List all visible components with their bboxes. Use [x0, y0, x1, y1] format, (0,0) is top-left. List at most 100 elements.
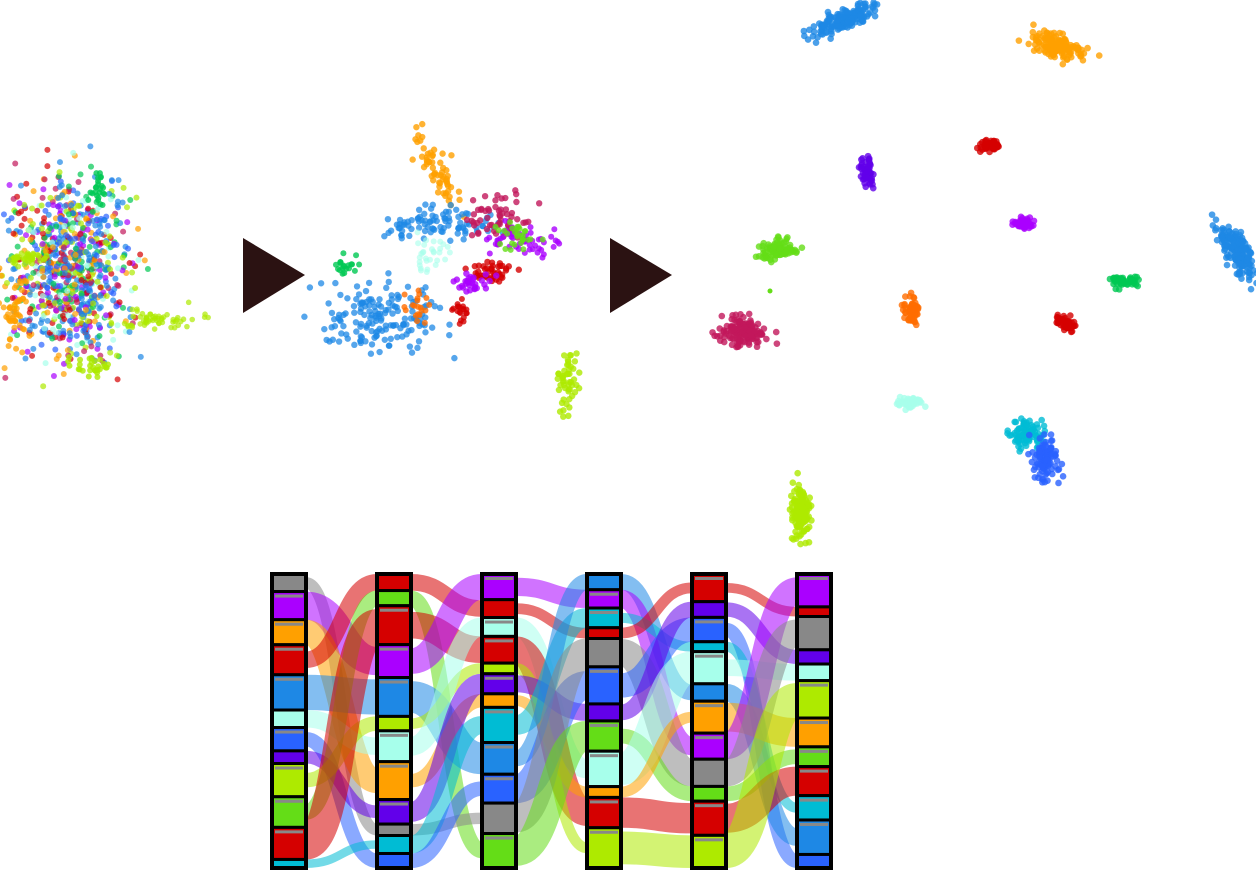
point	[84, 262, 91, 269]
point	[408, 217, 415, 224]
point	[42, 248, 49, 255]
point	[721, 333, 728, 341]
point	[450, 278, 457, 285]
point	[795, 481, 803, 489]
point	[488, 259, 496, 266]
point	[19, 349, 26, 356]
point	[16, 296, 23, 303]
point	[69, 220, 76, 227]
point	[500, 234, 507, 241]
point	[0, 272, 5, 279]
point	[101, 249, 108, 256]
point	[57, 282, 64, 289]
column-stripe	[695, 577, 723, 580]
point	[130, 313, 137, 320]
point	[856, 11, 864, 19]
point	[1015, 437, 1023, 444]
point	[901, 300, 908, 308]
point	[97, 356, 104, 363]
point	[365, 319, 373, 327]
point	[57, 292, 64, 299]
point	[1043, 43, 1051, 51]
point	[73, 351, 80, 358]
point	[357, 320, 365, 328]
point	[65, 276, 72, 283]
point	[1, 365, 8, 372]
point	[716, 325, 724, 332]
point	[51, 313, 58, 320]
column-stripe	[695, 804, 723, 808]
point	[30, 345, 37, 352]
point	[35, 252, 42, 259]
point	[415, 338, 423, 345]
point	[1243, 256, 1250, 264]
point	[174, 314, 181, 321]
point	[66, 330, 73, 337]
column-segment	[795, 745, 833, 769]
point	[1232, 228, 1239, 235]
point	[71, 281, 78, 288]
point	[93, 252, 100, 259]
point	[10, 259, 17, 266]
point	[865, 10, 872, 18]
ribbon	[410, 573, 483, 617]
point	[418, 153, 426, 160]
point	[368, 311, 375, 319]
point	[32, 292, 39, 299]
column-segment	[795, 662, 833, 683]
point	[745, 339, 752, 346]
point	[843, 9, 851, 16]
point	[427, 205, 435, 212]
point	[110, 336, 117, 343]
column-segment	[375, 714, 413, 733]
point	[496, 211, 503, 219]
point	[734, 316, 741, 323]
point	[911, 318, 919, 326]
point	[65, 312, 72, 319]
point	[1051, 450, 1059, 458]
point	[514, 223, 521, 230]
point	[834, 20, 841, 28]
point	[404, 283, 412, 290]
point	[119, 267, 126, 274]
point	[1059, 473, 1067, 480]
point	[495, 278, 503, 285]
point	[416, 291, 423, 298]
point	[355, 291, 363, 298]
ribbon	[304, 573, 379, 669]
point	[127, 196, 134, 203]
ribbon	[617, 651, 696, 785]
point	[340, 250, 347, 257]
point	[171, 324, 178, 331]
point	[125, 245, 132, 252]
point	[502, 246, 509, 253]
point	[502, 194, 509, 202]
point	[38, 319, 45, 326]
point	[1030, 21, 1037, 28]
column-stripe	[380, 733, 408, 737]
point	[418, 250, 425, 257]
point	[125, 322, 131, 329]
point	[39, 241, 46, 248]
point	[15, 210, 22, 217]
point	[120, 228, 127, 235]
column-stripe	[380, 764, 408, 768]
point	[513, 198, 520, 206]
point	[77, 171, 84, 178]
point	[184, 323, 190, 330]
point	[1059, 60, 1067, 68]
point	[94, 373, 101, 380]
point	[38, 202, 45, 209]
point	[514, 216, 521, 223]
point	[1039, 478, 1046, 486]
point	[63, 232, 70, 239]
point	[1047, 459, 1054, 467]
point	[432, 213, 439, 221]
point	[119, 254, 126, 261]
point	[87, 143, 94, 150]
point	[44, 309, 51, 316]
point	[1084, 44, 1091, 52]
point	[61, 265, 68, 272]
point	[381, 336, 388, 343]
